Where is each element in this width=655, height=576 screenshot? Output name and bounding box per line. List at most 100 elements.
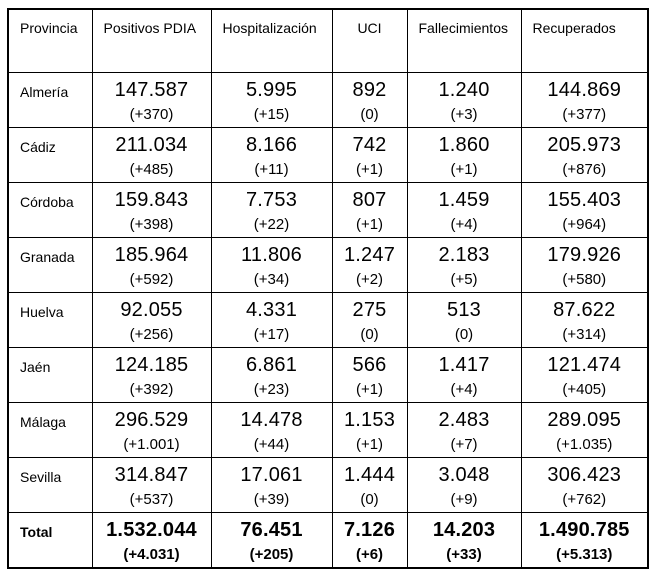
delta-value: (+1)	[450, 160, 478, 178]
delta-value: (+4.031)	[123, 545, 180, 563]
total-row: Total 1.532.044 (+4.031) 76.451 (+205) 7.126 (…	[7, 511, 649, 569]
province-cell: Córdoba	[7, 181, 93, 238]
main-value: 159.843	[114, 188, 189, 211]
value-cell: 296.529 (+1.001)	[91, 401, 212, 458]
main-value: 211.034	[115, 133, 188, 156]
main-value: 314.847	[114, 463, 189, 486]
delta-value: (0)	[360, 490, 379, 508]
table-row: Granada 185.964 (+592) 11.806 (+34) 1.247 (+2)…	[7, 236, 649, 293]
delta-value: (+314)	[562, 325, 607, 343]
main-value: 124.185	[114, 353, 189, 376]
delta-value: (+5)	[450, 270, 478, 288]
value-cell: 314.847 (+537)	[91, 456, 212, 513]
delta-value: (+9)	[450, 490, 478, 508]
main-value: 3.048	[438, 463, 490, 486]
delta-value: (0)	[360, 105, 379, 123]
main-value: 742	[352, 133, 387, 156]
province-cell: Huelva	[7, 291, 93, 348]
value-cell: 892 (0)	[331, 71, 408, 128]
main-value: 17.061	[240, 463, 303, 486]
covid-province-table: Provincia Positivos PDIA Hospitalización…	[7, 8, 649, 569]
value-cell: 17.061 (+39)	[210, 456, 333, 513]
value-cell: 1.417 (+4)	[406, 346, 522, 403]
main-value: 8.166	[245, 133, 298, 156]
column-header-hospitalizacion: Hospitalización	[210, 8, 333, 73]
main-value: 121.474	[547, 353, 622, 376]
delta-value: (+592)	[129, 270, 174, 288]
column-header-provincia: Provincia	[7, 8, 93, 73]
main-value: 513	[447, 298, 481, 321]
main-value: 1.240	[438, 78, 490, 101]
main-value: 306.423	[547, 463, 622, 486]
delta-value: (+39)	[253, 490, 290, 508]
value-cell: 1.247 (+2)	[331, 236, 408, 293]
province-cell: Granada	[7, 236, 93, 293]
value-cell: 742 (+1)	[331, 126, 408, 183]
column-header-positivos-pdia: Positivos PDIA	[91, 8, 212, 73]
main-value: 1.444	[343, 463, 396, 486]
main-value: 87.622	[553, 298, 616, 321]
main-value: 144.869	[547, 78, 622, 101]
value-cell: 87.622 (+314)	[520, 291, 649, 348]
value-cell: 144.869 (+377)	[520, 71, 649, 128]
value-cell: 1.240 (+3)	[406, 71, 522, 128]
main-value: 205.973	[547, 133, 622, 156]
value-cell: 205.973 (+876)	[520, 126, 649, 183]
delta-value: (+4)	[450, 380, 478, 398]
delta-value: (+256)	[129, 325, 174, 343]
value-cell: 7.126 (+6)	[331, 511, 408, 569]
province-cell: Málaga	[7, 401, 93, 458]
value-cell: 14.203 (+33)	[406, 511, 522, 569]
value-cell: 513 (0)	[406, 291, 522, 348]
main-value: 289.095	[547, 408, 622, 431]
delta-value: (0)	[360, 325, 379, 343]
main-value: 1.490.785	[538, 518, 630, 541]
table-row: Cádiz 211.034 (+485) 8.166 (+11) 742 (+1) 1.860…	[7, 126, 649, 183]
value-cell: 7.753 (+22)	[210, 181, 333, 238]
main-value: 1.459	[438, 188, 490, 211]
value-cell: 8.166 (+11)	[210, 126, 333, 183]
header-row: Provincia Positivos PDIA Hospitalización…	[7, 8, 649, 73]
main-value: 2.183	[438, 243, 490, 266]
main-value: 7.126	[343, 518, 396, 541]
main-value: 275	[352, 298, 387, 321]
table-row: Málaga 296.529 (+1.001) 14.478 (+44) 1.153 (+1…	[7, 401, 649, 458]
main-value: 76.451	[240, 518, 303, 541]
table-row: Córdoba 159.843 (+398) 7.753 (+22) 807 (+1) 1.4…	[7, 181, 649, 238]
main-value: 1.532.044	[106, 518, 197, 541]
value-cell: 6.861 (+23)	[210, 346, 333, 403]
value-cell: 14.478 (+44)	[210, 401, 333, 458]
main-value: 807	[352, 188, 387, 211]
delta-value: (+3)	[450, 105, 478, 123]
value-cell: 1.444 (0)	[331, 456, 408, 513]
value-cell: 1.490.785 (+5.313)	[520, 511, 649, 569]
main-value: 92.055	[120, 298, 183, 321]
delta-value: (+370)	[129, 105, 174, 123]
delta-value: (+1)	[355, 380, 384, 398]
province-cell: Total	[7, 511, 93, 569]
main-value: 7.753	[245, 188, 298, 211]
value-cell: 92.055 (+256)	[91, 291, 212, 348]
main-value: 179.926	[547, 243, 622, 266]
delta-value: (+485)	[129, 160, 174, 178]
delta-value: (+5.313)	[556, 545, 613, 563]
value-cell: 155.403 (+964)	[520, 181, 649, 238]
main-value: 11.806	[241, 243, 302, 266]
delta-value: (+377)	[562, 105, 607, 123]
delta-value: (+1)	[355, 215, 384, 233]
province-cell: Sevilla	[7, 456, 93, 513]
value-cell: 1.532.044 (+4.031)	[91, 511, 212, 569]
delta-value: (+34)	[253, 270, 290, 288]
delta-value: (+392)	[129, 380, 174, 398]
main-value: 892	[352, 78, 387, 101]
main-value: 6.861	[245, 353, 298, 376]
main-value: 1.153	[343, 408, 396, 431]
delta-value: (+2)	[355, 270, 384, 288]
delta-value: (+205)	[249, 545, 294, 563]
delta-value: (+1.001)	[123, 435, 180, 453]
value-cell: 121.474 (+405)	[520, 346, 649, 403]
delta-value: (+33)	[446, 545, 482, 563]
value-cell: 147.587 (+370)	[91, 71, 212, 128]
table-row: Huelva 92.055 (+256) 4.331 (+17) 275 (0) 513 (0)…	[7, 291, 649, 348]
